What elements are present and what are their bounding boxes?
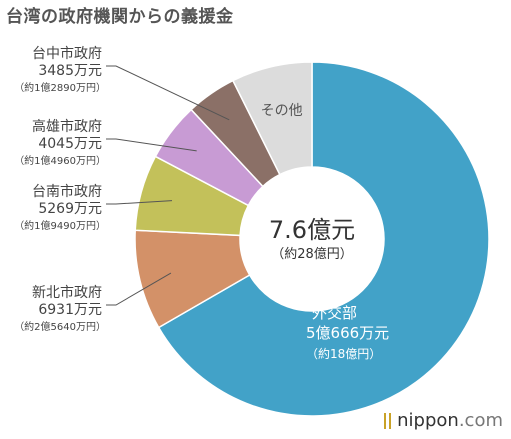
slice-yen-3: （約1億9490万円） bbox=[14, 219, 106, 232]
slice-value-5: 3485万元 bbox=[38, 63, 102, 79]
slice-label-4: 高雄市政府 bbox=[32, 118, 102, 135]
slice-label-1: 外交部 bbox=[312, 304, 357, 322]
leader-line-2 bbox=[106, 272, 172, 306]
slice-value-3: 5269万元 bbox=[38, 201, 102, 217]
center-total-value: 7.6億元 bbox=[269, 216, 355, 244]
slice-value-1: 5億666万元 bbox=[306, 324, 389, 342]
logo-name: nippon bbox=[397, 410, 459, 431]
center-total-sub: （約28億円） bbox=[271, 246, 353, 262]
leader-line-4 bbox=[106, 138, 197, 152]
slice-label-5: 台中市政府 bbox=[32, 45, 102, 62]
slice-value-2: 6931万元 bbox=[38, 302, 102, 318]
logo-domain: .com bbox=[458, 410, 503, 431]
slice-yen-5: （約1億2890万円） bbox=[14, 81, 106, 94]
slices bbox=[134, 61, 490, 417]
nippon-logo: nippon.com bbox=[384, 410, 503, 431]
slice-label-6: その他 bbox=[261, 103, 303, 119]
slice-label-2: 新北市政府 bbox=[32, 284, 102, 301]
leader-line-5 bbox=[106, 65, 230, 121]
slice-6 bbox=[231, 61, 313, 176]
leader-line-3 bbox=[106, 200, 173, 205]
slice-yen-4: （約1億4960万円） bbox=[14, 154, 106, 167]
slice-yen-1: （約18億円） bbox=[306, 346, 381, 361]
slice-value-4: 4045万元 bbox=[38, 136, 102, 152]
chart-title: 台湾の政府機関からの義援金 bbox=[6, 7, 234, 27]
slice-1 bbox=[157, 61, 490, 417]
nippon-logo-mark-icon bbox=[384, 412, 392, 429]
center-total: 7.6億元 （約28億円） bbox=[269, 216, 355, 262]
slice-label-3: 台南市政府 bbox=[32, 183, 102, 200]
slice-yen-2: （約2億5640万円） bbox=[14, 320, 106, 333]
